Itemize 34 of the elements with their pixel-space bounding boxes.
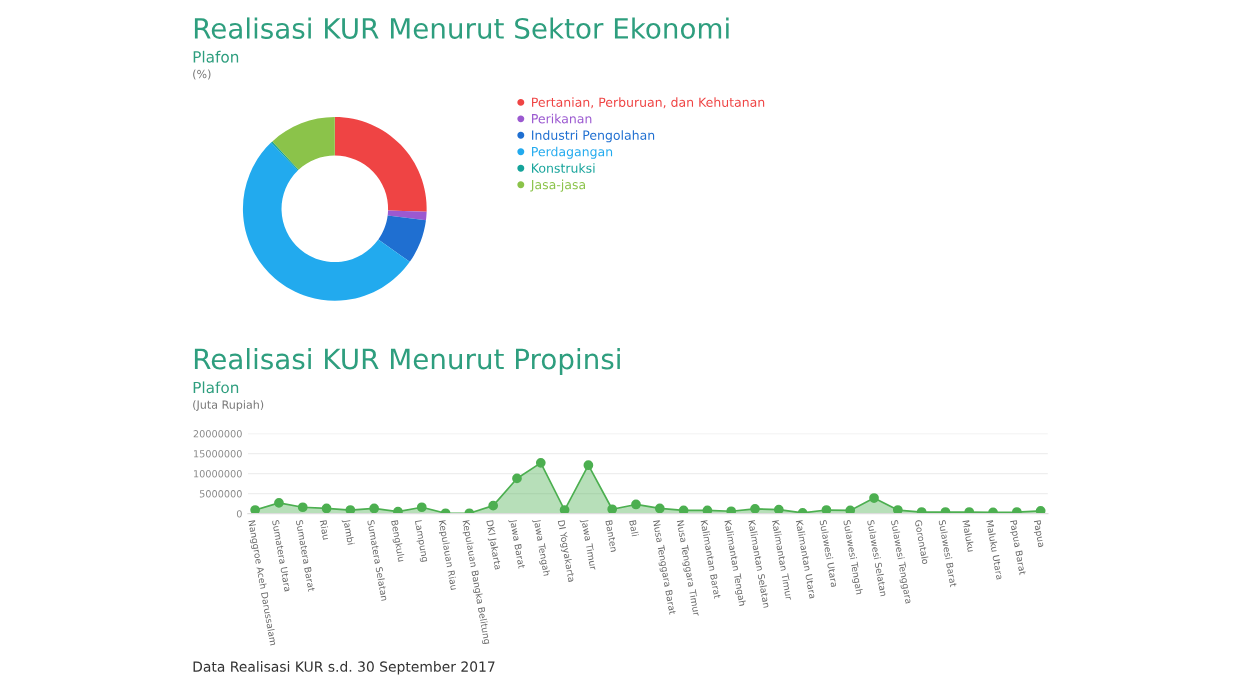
point xyxy=(559,505,570,514)
point xyxy=(892,505,903,514)
point xyxy=(1035,505,1046,514)
donut-slice xyxy=(242,142,410,301)
point xyxy=(631,499,641,510)
point xyxy=(702,505,713,514)
donut-slice xyxy=(271,141,299,171)
point xyxy=(250,505,260,514)
point xyxy=(274,497,284,508)
point xyxy=(607,504,618,514)
point xyxy=(726,506,737,514)
point xyxy=(345,505,356,514)
point xyxy=(654,503,665,514)
point xyxy=(773,504,784,514)
point xyxy=(583,460,594,471)
point xyxy=(393,506,403,514)
point xyxy=(369,503,380,514)
donut-slice xyxy=(272,116,335,170)
point xyxy=(845,505,856,514)
point xyxy=(678,505,689,514)
point xyxy=(416,502,427,513)
donut-slice xyxy=(334,116,427,212)
point xyxy=(321,503,332,514)
point xyxy=(535,457,546,468)
donut-slice xyxy=(387,210,427,221)
point xyxy=(821,505,832,514)
point xyxy=(750,503,760,514)
point xyxy=(512,473,522,484)
point xyxy=(488,500,499,511)
chart-title: Realisasi KUR Menurut Sektor Ekonomi xyxy=(194,17,729,39)
chart-title: Realisasi KUR Menurut Propinsi xyxy=(194,348,620,375)
point xyxy=(297,502,308,513)
point xyxy=(869,493,879,503)
donut-slice xyxy=(378,215,426,262)
